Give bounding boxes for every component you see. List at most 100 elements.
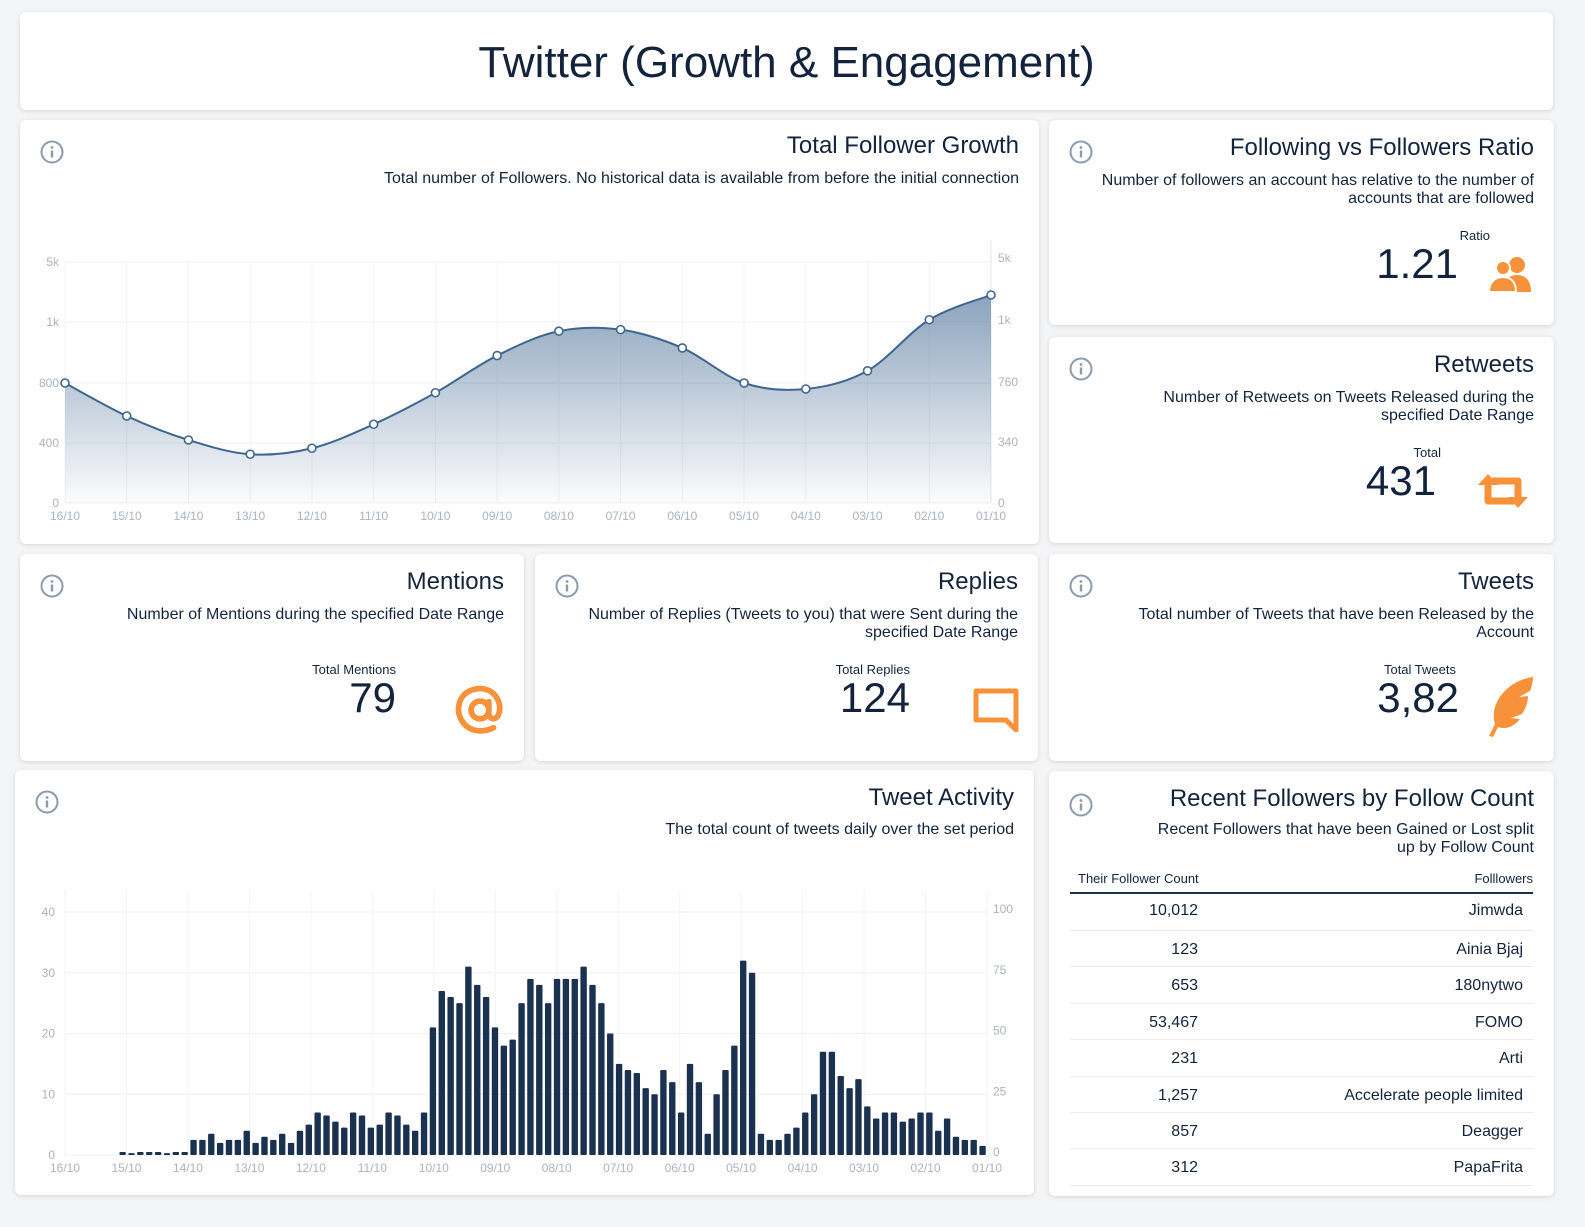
y-tick-label: 50	[993, 1024, 1007, 1038]
info-icon[interactable]	[40, 140, 64, 164]
column-header-follower-count[interactable]: Their Follower Count	[1078, 871, 1199, 886]
data-point	[615, 324, 626, 335]
follower-name-cell[interactable]: Ainia Bjaj	[1456, 941, 1523, 958]
bar	[970, 1139, 977, 1155]
stat-label: Ratio	[1459, 228, 1490, 243]
table-row[interactable]: 653 180nytwo	[1070, 967, 1533, 1004]
data-point	[307, 443, 317, 454]
table-row[interactable]: 857 Deagger	[1070, 1113, 1533, 1150]
data-point	[986, 290, 996, 300]
bar	[607, 1033, 614, 1155]
info-icon[interactable]	[555, 574, 579, 598]
card-title: Mentions	[406, 568, 504, 595]
bar	[420, 1112, 428, 1155]
y-tick-label: 5k	[998, 251, 1012, 265]
bar	[243, 1130, 250, 1155]
follower-growth-chart: 0 400 800 1k 5k 0 340 760 1k 5k 16/10 15/10 14/10 13/…	[39, 240, 1018, 523]
bar	[562, 978, 570, 1155]
card-title: Tweets	[1457, 568, 1534, 595]
y-tick-label: 0	[998, 496, 1005, 510]
follower-name-cell[interactable]: Arti	[1499, 1050, 1523, 1068]
follower-count-cell: 312	[1171, 1159, 1198, 1177]
y-tick-label: 75	[993, 963, 1007, 977]
bar	[935, 1130, 942, 1155]
info-icon[interactable]	[35, 790, 59, 814]
data-point	[430, 387, 441, 398]
x-tick-label: 10/10	[419, 1161, 449, 1175]
bar	[961, 1139, 969, 1155]
bar	[615, 1063, 623, 1155]
follower-name-cell[interactable]: PapaFrita	[1453, 1159, 1523, 1177]
bar	[225, 1139, 233, 1155]
table-row[interactable]: 123 Ainia Bjaj	[1070, 931, 1533, 968]
feather-icon	[1489, 677, 1533, 737]
bar	[438, 990, 445, 1155]
tweets-card: Tweets Total number of Tweets that have …	[1049, 554, 1554, 761]
followers-table: Their Follower Count Folllowers 10,012 Ji…	[1070, 865, 1533, 1186]
bar	[598, 1003, 605, 1155]
data-point	[121, 411, 132, 421]
card-title: Following vs Followers Ratio	[1229, 134, 1534, 161]
y-tick-label: 340	[998, 435, 1018, 449]
x-tick-label: 15/10	[112, 509, 142, 523]
info-icon[interactable]	[1069, 357, 1093, 381]
bar	[908, 1118, 915, 1155]
x-tick-label: 13/10	[235, 509, 265, 523]
column-header-followers[interactable]: Folllowers	[1474, 871, 1533, 886]
follower-name-cell[interactable]: Accelerate people limited	[1344, 1086, 1523, 1104]
card-title: Recent Followers by Follow Count	[1169, 785, 1534, 812]
bar	[341, 1127, 348, 1155]
follower-name-cell[interactable]: Jimwda	[1468, 902, 1523, 919]
table-row[interactable]: 53,467 FOMO	[1070, 1004, 1533, 1041]
x-tick-label: 03/10	[849, 1161, 879, 1175]
x-tick-label: 14/10	[173, 509, 203, 523]
table-row[interactable]: 312 PapaFrita	[1070, 1149, 1533, 1186]
follower-name-cell[interactable]: 180nytwo	[1454, 977, 1524, 995]
at-icon	[455, 685, 503, 734]
bar	[323, 1115, 330, 1155]
follower-name-cell[interactable]: FOMO	[1475, 1013, 1523, 1031]
retweets-card: Retweets Number of Retweets on Tweets Re…	[1049, 337, 1554, 543]
bar	[952, 1136, 960, 1155]
bar	[695, 1082, 703, 1155]
bar	[624, 1069, 632, 1155]
bar	[287, 1142, 295, 1155]
bar	[766, 1139, 773, 1155]
info-icon[interactable]	[1069, 574, 1093, 598]
x-tick-label: 02/10	[911, 1161, 941, 1175]
info-icon[interactable]	[1069, 793, 1093, 817]
bar	[704, 1133, 711, 1155]
bar	[890, 1112, 898, 1155]
table-row[interactable]: 1,257 Accelerate people limited	[1070, 1077, 1533, 1113]
data-point	[677, 343, 688, 353]
bar	[482, 997, 490, 1155]
bar	[314, 1112, 321, 1155]
x-tick-label: 09/10	[482, 509, 512, 523]
y-tick-label: 800	[39, 376, 59, 390]
bar	[518, 1003, 525, 1155]
follower-name-cell[interactable]: Deagger	[1461, 1122, 1523, 1140]
info-icon[interactable]	[1069, 140, 1093, 164]
card-title: Replies	[937, 568, 1018, 595]
bar	[190, 1139, 197, 1155]
info-icon[interactable]	[40, 574, 64, 598]
follower-count-cell: 653	[1171, 977, 1198, 995]
bar	[784, 1133, 791, 1155]
data-point	[800, 384, 811, 394]
stat-label: Total Mentions	[312, 662, 396, 677]
data-point	[492, 350, 502, 361]
bar	[252, 1142, 259, 1155]
table-row[interactable]: 231 Arti	[1070, 1040, 1533, 1077]
stat-label: Total Tweets	[1383, 662, 1456, 677]
recent-followers-card: Recent Followers by Follow Count Recent …	[1049, 771, 1554, 1196]
card-title: Tweet Activity	[868, 784, 1014, 811]
bar	[279, 1133, 286, 1155]
bar	[500, 1045, 508, 1155]
card-title: Retweets	[1433, 351, 1534, 378]
stat-value: 79	[349, 674, 396, 721]
bar	[917, 1112, 924, 1155]
card-title: Total Follower Growth	[786, 132, 1019, 159]
table-row[interactable]: 10,012 Jimwda	[1070, 894, 1533, 931]
bar	[660, 1069, 667, 1155]
bar	[216, 1142, 224, 1155]
